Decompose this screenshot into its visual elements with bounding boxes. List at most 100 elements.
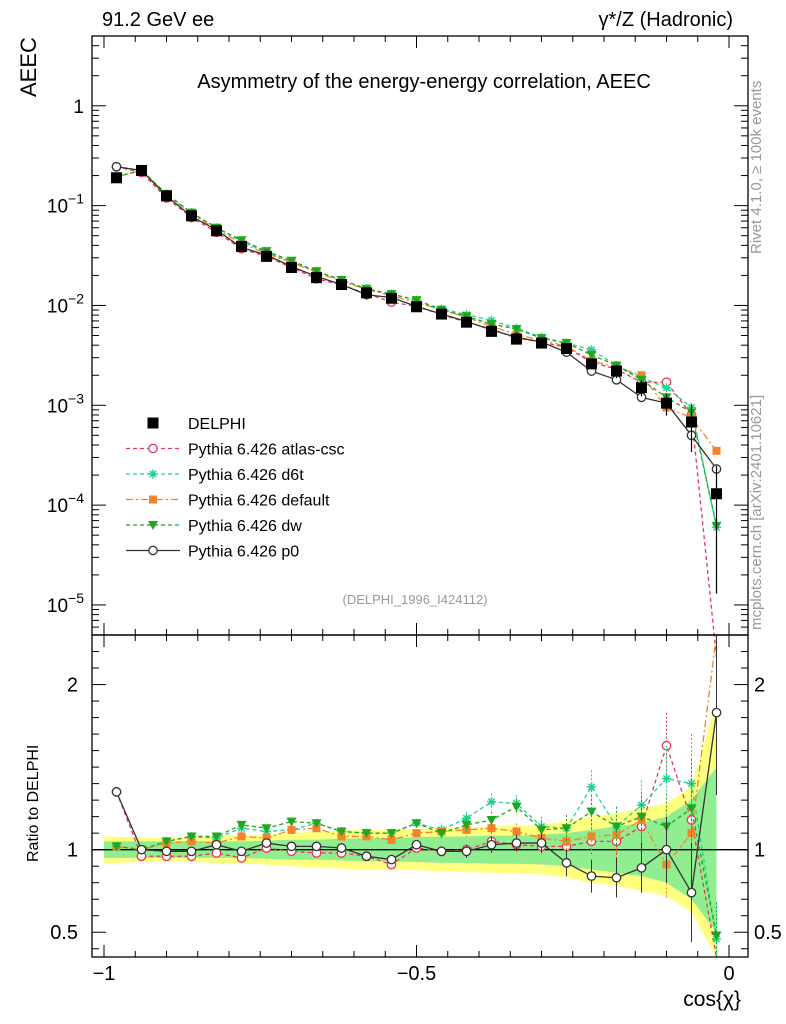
tick-labels: −1 −0.5 0 1 10−1 10−2 10−3 10−4 10−5 0.5 0.5 1 1 2 2 xyxy=(47,97,782,985)
ratio-point-p0 xyxy=(336,843,347,853)
ratio-point-p0 xyxy=(586,871,597,881)
ratio-point-default xyxy=(412,829,421,838)
ratio-point-p0 xyxy=(686,887,697,898)
y-tick-label-main: 10−4 xyxy=(47,490,84,517)
ratio-point-dw xyxy=(386,829,397,839)
ratio-point-p0 xyxy=(111,787,122,797)
data-point xyxy=(436,308,447,320)
ratio-point-dw xyxy=(686,804,697,814)
ratio-point-dw xyxy=(286,817,297,827)
y-tick-label-ratio: 1 xyxy=(67,840,78,862)
ratio-point-dw xyxy=(361,829,372,839)
legend-entry-atlas_csc: Pythia 6.426 atlas-csc xyxy=(126,442,345,459)
data-point xyxy=(336,279,347,291)
series-atlas_csc xyxy=(111,161,718,658)
point-d6t xyxy=(587,345,596,355)
ratio-point-dw xyxy=(411,819,422,829)
data-point xyxy=(636,382,647,394)
ratio-series-dw xyxy=(111,758,722,957)
ratio-point-dw xyxy=(611,822,622,832)
data-point xyxy=(386,292,397,304)
header-right: γ*/Z (Hadronic) xyxy=(599,9,733,31)
legend-entry-d6t: Pythia 6.426 d6t xyxy=(126,467,304,484)
ratio-point-dw xyxy=(536,825,547,835)
ratio-point-p0 xyxy=(236,846,247,857)
ratio-point-dw xyxy=(111,842,122,852)
point-d6t xyxy=(662,383,671,393)
legend-label: DELPHI xyxy=(188,416,246,433)
ratio-point-default xyxy=(587,832,596,841)
point-p0 xyxy=(111,161,122,172)
ratio-point-p0 xyxy=(261,838,272,848)
data-point xyxy=(461,316,472,328)
y-tick-label-main: 10−1 xyxy=(47,191,84,218)
data-point xyxy=(311,272,322,284)
ratio-point-p0 xyxy=(186,846,197,857)
ratio-band-outer xyxy=(104,701,717,957)
data-point xyxy=(686,416,697,428)
point-dw xyxy=(486,320,497,330)
data-point xyxy=(236,240,247,252)
ratio-point-p0 xyxy=(661,844,672,855)
series-data xyxy=(111,164,722,594)
data-point xyxy=(586,358,597,370)
x-tick-label: 0 xyxy=(723,963,734,985)
ratio-point-p0 xyxy=(536,838,547,848)
y-tick-label-ratio: 0.5 xyxy=(50,922,78,944)
y-axis-label-ratio: Ratio to DELPHI xyxy=(25,745,42,862)
ratio-point-dw xyxy=(311,819,322,829)
point-dw xyxy=(511,325,522,335)
y-tick-label-ratio-right: 2 xyxy=(754,675,765,697)
ratio-point-dw xyxy=(486,815,497,825)
ratio-point-d6t xyxy=(662,774,671,784)
data-point xyxy=(661,397,672,409)
y-tick-label-main: 1 xyxy=(73,97,84,118)
ratio-point-p0 xyxy=(286,841,297,852)
data-point xyxy=(536,337,547,349)
legend-label: Pythia 6.426 default xyxy=(188,493,330,510)
legend-entry-data: DELPHI xyxy=(147,416,246,433)
ratio-point-dw xyxy=(236,820,247,830)
ratio-point-dw xyxy=(511,802,522,812)
ratio-series-p0 xyxy=(111,635,722,943)
y-tick-label-ratio-right: 0.5 xyxy=(754,922,782,944)
header-left: 91.2 GeV ee xyxy=(102,9,214,31)
ratio-point-dw xyxy=(336,827,347,837)
main-panel-series xyxy=(111,161,722,658)
data-point xyxy=(286,261,297,273)
y-axis-label-main: AEEC xyxy=(16,37,41,97)
mcplots-label: mcplots.cern.ch [arXiv:2401.10621] xyxy=(748,395,765,630)
ratio-point-p0 xyxy=(411,839,422,850)
x-axis-label: cos{χ} xyxy=(683,988,741,1011)
ratio-point-default xyxy=(562,837,571,846)
point-dw xyxy=(411,296,422,306)
y-tick-label-main: 10−3 xyxy=(47,390,84,417)
ratio-point-default xyxy=(287,825,296,834)
legend-marker xyxy=(148,469,158,479)
legend-label: Pythia 6.426 p0 xyxy=(188,544,299,561)
ratio-point-dw xyxy=(561,824,572,834)
ratio-point-dw xyxy=(461,820,472,830)
ratio-panel-frame xyxy=(91,634,749,958)
ratio-point-atlas_csc xyxy=(211,848,222,858)
point-default xyxy=(712,446,721,455)
legend-entry-dw: Pythia 6.426 dw xyxy=(126,518,302,535)
ratio-point-d6t xyxy=(462,813,471,823)
chart-title: Asymmetry of the energy-energy correlati… xyxy=(197,71,651,93)
ratio-point-default xyxy=(262,834,271,843)
ratio-point-default xyxy=(237,832,246,841)
data-point xyxy=(186,210,197,222)
ratio-point-p0 xyxy=(636,862,647,873)
ratio-point-dw xyxy=(436,829,447,839)
legend-entry-p0: Pythia 6.426 p0 xyxy=(126,544,299,561)
series-line-atlas_csc xyxy=(116,166,718,658)
ratio-point-dw xyxy=(586,807,597,817)
ratio-point-p0 xyxy=(211,839,222,850)
legend-entry-default: Pythia 6.426 default xyxy=(126,493,330,510)
legend-label: Pythia 6.426 dw xyxy=(188,518,302,535)
ratio-point-p0 xyxy=(561,858,572,868)
data-point xyxy=(411,301,422,313)
data-point xyxy=(136,164,147,176)
ratio-point-default xyxy=(512,827,521,836)
